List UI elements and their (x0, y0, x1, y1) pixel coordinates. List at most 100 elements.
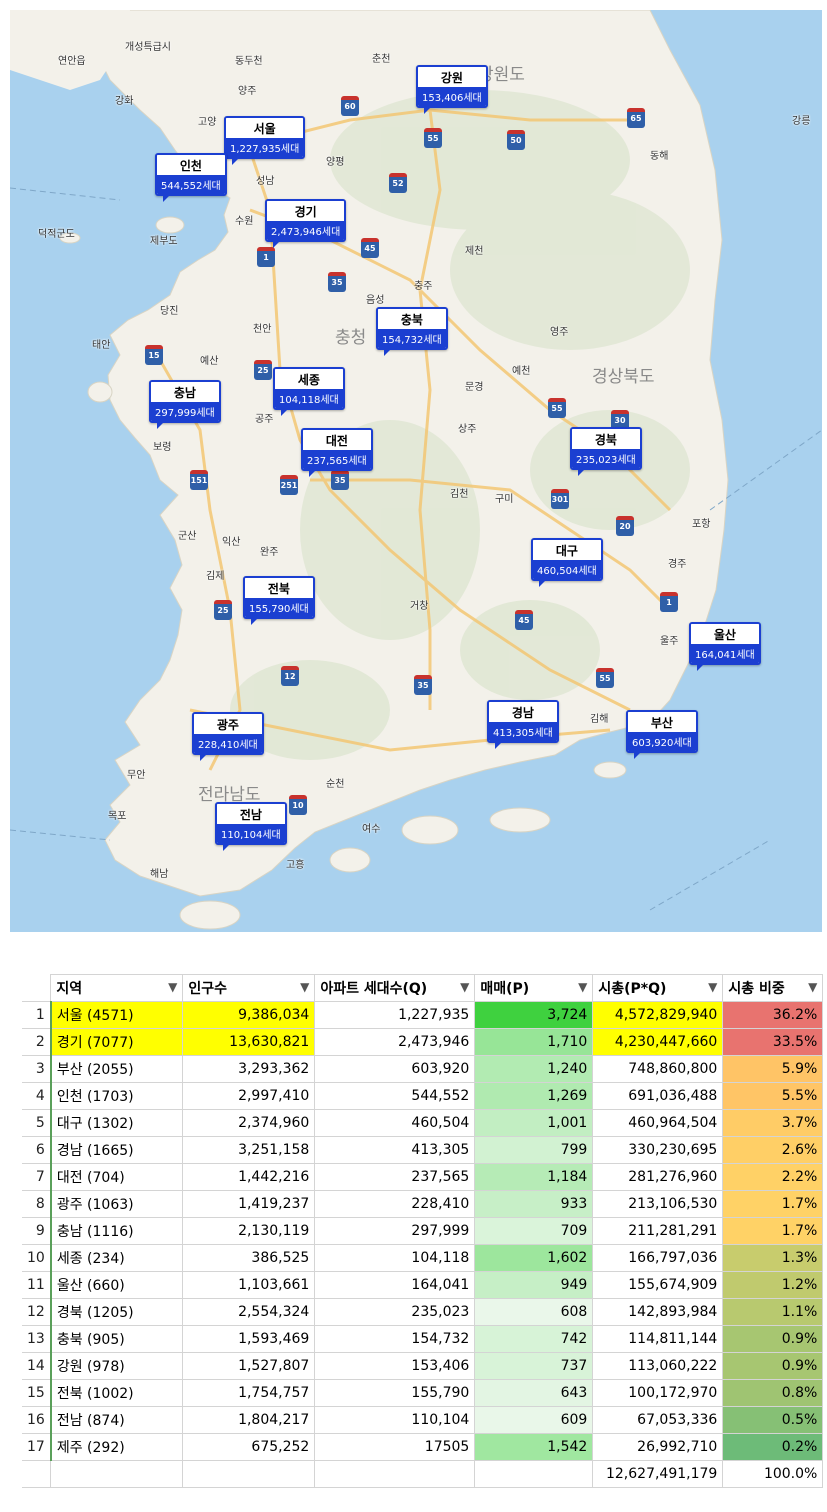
region-marker[interactable]: 대전 237,565세대 (301, 428, 373, 477)
market-cap-cell[interactable]: 460,964,504 (592, 1109, 724, 1137)
apartment-count-cell[interactable]: 1,227,935 (314, 1001, 476, 1029)
population-cell[interactable]: 1,103,661 (182, 1271, 316, 1299)
market-share-cell[interactable]: 5.9% (722, 1055, 824, 1083)
region-cell[interactable]: 광주 (1063) (50, 1190, 184, 1218)
region-cell[interactable]: 서울 (4571) (50, 1001, 184, 1029)
market-share-cell[interactable]: 5.5% (722, 1082, 824, 1110)
price-cell[interactable]: 742 (474, 1325, 594, 1353)
filter-icon[interactable]: ▼ (460, 980, 470, 994)
apartment-count-cell[interactable]: 153,406 (314, 1352, 476, 1380)
market-cap-cell[interactable]: 166,797,036 (592, 1244, 724, 1272)
filter-icon[interactable]: ▼ (300, 980, 310, 994)
region-marker[interactable]: 세종 104,118세대 (273, 367, 345, 416)
market-cap-cell[interactable]: 26,992,710 (592, 1433, 724, 1461)
filter-icon[interactable]: ▼ (808, 980, 818, 994)
market-share-cell[interactable]: 1.2% (722, 1271, 824, 1299)
price-cell[interactable]: 3,724 (474, 1001, 594, 1029)
region-cell[interactable]: 경남 (1665) (50, 1136, 184, 1164)
region-cell[interactable]: 부산 (2055) (50, 1055, 184, 1083)
market-share-cell[interactable]: 2.2% (722, 1163, 824, 1191)
region-cell[interactable]: 제주 (292) (50, 1433, 184, 1461)
apartment-count-cell[interactable]: 237,565 (314, 1163, 476, 1191)
apartment-count-cell[interactable]: 17505 (314, 1433, 476, 1461)
region-marker[interactable]: 충남 297,999세대 (149, 380, 221, 429)
price-cell[interactable]: 1,602 (474, 1244, 594, 1272)
apartment-count-cell[interactable]: 603,920 (314, 1055, 476, 1083)
region-marker[interactable]: 광주 228,410세대 (192, 712, 264, 761)
price-cell[interactable]: 1,269 (474, 1082, 594, 1110)
price-cell[interactable]: 1,240 (474, 1055, 594, 1083)
market-share-cell[interactable]: 1.1% (722, 1298, 824, 1326)
market-share-cell[interactable]: 0.9% (722, 1325, 824, 1353)
market-share-cell[interactable]: 1.7% (722, 1190, 824, 1218)
price-cell[interactable]: 709 (474, 1217, 594, 1245)
market-cap-cell[interactable]: 4,230,447,660 (592, 1028, 724, 1056)
market-cap-cell[interactable]: 281,276,960 (592, 1163, 724, 1191)
region-cell[interactable]: 강원 (978) (50, 1352, 184, 1380)
population-cell[interactable]: 1,419,237 (182, 1190, 316, 1218)
price-cell[interactable]: 608 (474, 1298, 594, 1326)
region-cell[interactable]: 대전 (704) (50, 1163, 184, 1191)
price-cell[interactable]: 1,710 (474, 1028, 594, 1056)
market-share-cell[interactable]: 0.8% (722, 1379, 824, 1407)
region-marker[interactable]: 경남 413,305세대 (487, 700, 559, 749)
price-cell[interactable]: 949 (474, 1271, 594, 1299)
price-cell[interactable]: 1,001 (474, 1109, 594, 1137)
market-cap-cell[interactable]: 330,230,695 (592, 1136, 724, 1164)
price-cell[interactable]: 1,542 (474, 1433, 594, 1461)
apartment-count-cell[interactable]: 413,305 (314, 1136, 476, 1164)
apartment-count-cell[interactable]: 155,790 (314, 1379, 476, 1407)
region-cell[interactable]: 울산 (660) (50, 1271, 184, 1299)
price-cell[interactable]: 799 (474, 1136, 594, 1164)
region-marker[interactable]: 강원 153,406세대 (416, 65, 488, 114)
apartment-count-cell[interactable]: 164,041 (314, 1271, 476, 1299)
region-marker[interactable]: 울산 164,041세대 (689, 622, 761, 671)
filter-icon[interactable]: ▼ (708, 980, 718, 994)
population-cell[interactable]: 2,374,960 (182, 1109, 316, 1137)
price-cell[interactable]: 737 (474, 1352, 594, 1380)
column-header[interactable]: 매매(P) ▼ (474, 974, 594, 1002)
market-share-cell[interactable]: 3.7% (722, 1109, 824, 1137)
price-cell[interactable]: 609 (474, 1406, 594, 1434)
population-cell[interactable]: 1,593,469 (182, 1325, 316, 1353)
column-header[interactable]: 지역 ▼ (50, 974, 184, 1002)
apartment-count-cell[interactable]: 235,023 (314, 1298, 476, 1326)
korea-map[interactable]: 개성특급시 연안읍 동두천 춘천 양주 강화 고양 양평 성남 동해 수원 덕적군도 제부도 제천 충주 음성… (10, 10, 822, 932)
population-cell[interactable]: 2,554,324 (182, 1298, 316, 1326)
population-cell[interactable]: 2,997,410 (182, 1082, 316, 1110)
market-cap-cell[interactable]: 67,053,336 (592, 1406, 724, 1434)
market-share-cell[interactable]: 1.3% (722, 1244, 824, 1272)
column-header[interactable]: 아파트 세대수(Q) ▼ (314, 974, 476, 1002)
apartment-count-cell[interactable]: 2,473,946 (314, 1028, 476, 1056)
price-cell[interactable]: 643 (474, 1379, 594, 1407)
filter-icon[interactable]: ▼ (168, 980, 178, 994)
market-cap-cell[interactable]: 748,860,800 (592, 1055, 724, 1083)
population-cell[interactable]: 1,754,757 (182, 1379, 316, 1407)
market-share-cell[interactable]: 36.2% (722, 1001, 824, 1029)
market-cap-cell[interactable]: 114,811,144 (592, 1325, 724, 1353)
market-share-cell[interactable]: 0.2% (722, 1433, 824, 1461)
population-cell[interactable]: 2,130,119 (182, 1217, 316, 1245)
price-cell[interactable]: 933 (474, 1190, 594, 1218)
market-cap-cell[interactable]: 142,893,984 (592, 1298, 724, 1326)
population-cell[interactable]: 1,527,807 (182, 1352, 316, 1380)
population-cell[interactable]: 3,251,158 (182, 1136, 316, 1164)
column-header[interactable]: 시총(P*Q) ▼ (592, 974, 724, 1002)
region-marker[interactable]: 인천 544,552세대 (155, 153, 227, 202)
population-cell[interactable]: 9,386,034 (182, 1001, 316, 1029)
filter-icon[interactable]: ▼ (578, 980, 588, 994)
region-cell[interactable]: 세종 (234) (50, 1244, 184, 1272)
column-header[interactable]: 시총 비중 ▼ (722, 974, 824, 1002)
apartment-count-cell[interactable]: 154,732 (314, 1325, 476, 1353)
total-share-cell[interactable]: 100.0% (722, 1460, 824, 1488)
region-marker[interactable]: 전남 110,104세대 (215, 802, 287, 851)
market-share-cell[interactable]: 0.9% (722, 1352, 824, 1380)
market-share-cell[interactable]: 2.6% (722, 1136, 824, 1164)
region-marker[interactable]: 서울 1,227,935세대 (224, 116, 306, 165)
region-marker[interactable]: 부산 603,920세대 (626, 710, 698, 759)
apartment-count-cell[interactable]: 228,410 (314, 1190, 476, 1218)
population-cell[interactable]: 386,525 (182, 1244, 316, 1272)
market-cap-cell[interactable]: 100,172,970 (592, 1379, 724, 1407)
region-marker[interactable]: 전북 155,790세대 (243, 576, 315, 625)
population-cell[interactable]: 1,804,217 (182, 1406, 316, 1434)
